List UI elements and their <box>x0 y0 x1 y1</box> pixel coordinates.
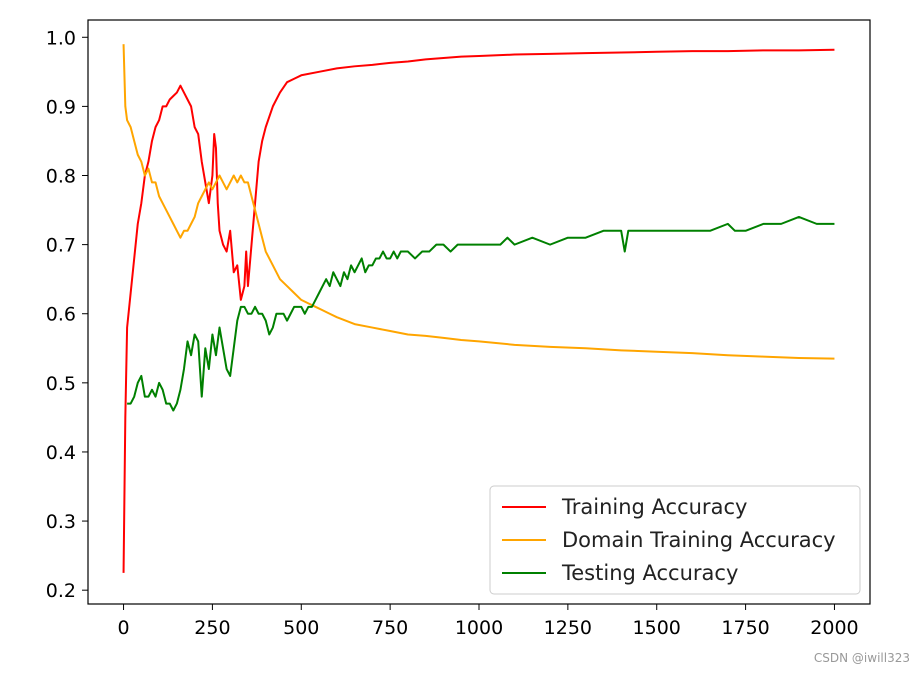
series-line-2 <box>122 44 835 360</box>
y-tick-label: 0.7 <box>46 235 76 257</box>
legend-label: Training Accuracy <box>561 495 747 519</box>
series-line-3 <box>127 215 835 412</box>
y-tick-label: 0.5 <box>46 373 76 395</box>
y-axis: 0.2 0.3 0.4 0.5 0.6 0.7 0.8 0.9 1.0 <box>46 27 88 602</box>
y-tick-label: 0.2 <box>46 580 76 602</box>
x-tick-label: 1500 <box>633 617 681 639</box>
x-tick-label: 750 <box>372 617 408 639</box>
y-tick-label: 0.6 <box>46 304 76 326</box>
y-tick-label: 0.9 <box>46 96 76 118</box>
x-tick-label: 0 <box>117 617 129 639</box>
series-layer <box>122 44 835 573</box>
x-tick-label: 1750 <box>721 617 769 639</box>
x-tick-label: 2000 <box>810 617 858 639</box>
x-axis: 0 250 500 750 1000 1250 1500 1750 2000 <box>117 604 859 639</box>
legend: Training Accuracy Domain Training Accurac… <box>489 485 861 595</box>
x-tick-label: 1000 <box>455 617 503 639</box>
legend-label: Domain Training Accuracy <box>562 528 836 552</box>
x-tick-label: 1250 <box>544 617 592 639</box>
y-tick-label: 1.0 <box>46 27 76 49</box>
watermark: CSDN @iwill323 <box>813 651 910 665</box>
legend-box <box>489 485 861 595</box>
x-tick-label: 250 <box>194 617 230 639</box>
y-tick-label: 0.3 <box>46 511 76 533</box>
series-line-1 <box>122 48 835 573</box>
x-tick-label: 500 <box>283 617 319 639</box>
legend-label: Testing Accuracy <box>561 561 738 585</box>
y-tick-label: 0.8 <box>46 166 76 188</box>
y-tick-label: 0.4 <box>46 442 76 464</box>
